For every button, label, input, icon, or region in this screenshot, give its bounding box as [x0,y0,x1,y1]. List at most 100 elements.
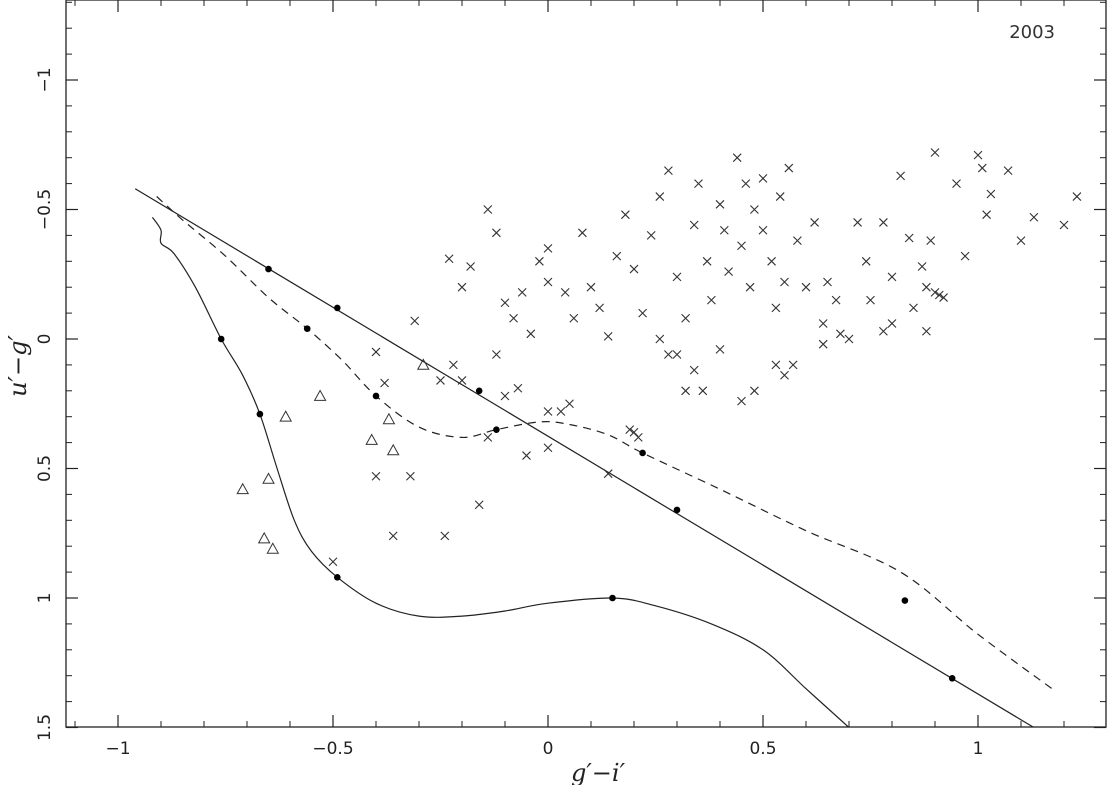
cross-point [603,469,613,479]
cross-point [449,360,458,370]
cross-point [522,451,531,460]
cross-point [715,344,725,354]
cross-point [492,228,501,238]
cross-point [694,179,703,188]
cross-point [973,150,983,160]
cross-point [823,277,832,287]
cross-points [328,148,1082,567]
curve-marker [639,449,646,457]
cross-point [887,319,897,328]
cross-point [784,163,794,173]
cross-point [896,171,905,181]
x-tick-label: 0 [543,739,554,759]
x-tick-label: −1 [105,739,130,759]
cross-point [586,282,596,292]
cross-point [719,225,729,235]
cross-point [509,313,518,323]
cross-point [879,326,888,336]
cross-point [818,319,828,328]
cross-point [930,287,940,297]
cross-point [664,166,673,176]
cross-point [457,376,467,385]
triangle-point [416,358,430,370]
x-tick-label: 0.5 [749,739,776,759]
curve-marker [609,594,616,602]
curve-marker [334,304,341,312]
cross-point [466,262,475,271]
cross-point [780,370,789,380]
curve-marker [901,597,909,604]
triangle-point [279,410,293,422]
cross-point [745,282,755,292]
triangle-point [266,542,280,554]
cross-point [939,293,948,302]
cross-point [612,251,622,261]
cross-point [952,179,961,188]
cross-point [444,254,454,264]
cross-point [569,313,579,323]
axis-tick-labels: −1 −0.5 0 0.5 1 −1 −0.5 0 0.5 1 1.5 [35,67,983,759]
curve-1 [134,188,1035,727]
cross-point [977,163,987,173]
curve-marker [303,325,311,332]
cross-point [483,205,493,214]
cross-point [1059,220,1069,230]
cross-point [904,233,914,243]
cross-point [655,192,665,201]
cross-point [388,531,398,541]
cross-point [758,225,768,235]
curve-marker [256,410,264,418]
curve-marker [217,335,225,343]
cross-point [801,282,811,292]
triangle-point [236,482,250,495]
cross-point [724,267,733,277]
cross-point [836,329,845,339]
cross-point [371,347,381,357]
axis-ticks [66,0,1106,729]
cross-point [775,192,785,201]
cross-point [483,433,493,442]
plot-frame [65,0,1107,728]
cross-point [543,243,553,253]
cross-point [758,174,768,183]
cross-point [1016,236,1026,245]
cross-point [960,251,970,261]
cross-point [698,386,708,396]
cross-point [655,334,665,344]
cross-point [909,303,918,313]
cross-point [934,290,944,300]
cross-point [664,350,673,359]
curve-marker [372,392,380,400]
cross-point [750,205,759,214]
cross-point [371,471,381,481]
y-tick-label: −0.5 [35,189,55,230]
x-tick-label: −0.5 [312,739,353,759]
cross-point [982,210,991,220]
cross-point [633,433,643,442]
triangle-point [262,472,275,484]
cross-point [517,287,527,297]
cross-point [831,295,841,305]
cross-point [410,316,420,326]
y-axis-label: u′−g′ [4,335,32,397]
curve-markers [217,265,956,682]
cross-point [866,295,875,305]
cross-point [543,443,553,453]
cross-point [917,262,927,271]
cross-point [492,350,501,359]
cross-point [500,391,510,401]
cross-point [513,383,523,393]
cross-point [621,210,630,220]
year-label: 2003 [1009,22,1055,43]
cross-point [535,256,544,266]
cross-point [715,199,725,209]
cross-point [526,329,536,339]
cross-point [861,256,871,266]
curve-marker [673,506,681,514]
y-tick-label: 0 [35,334,55,345]
x-tick-label: 1 [973,739,984,759]
triangle-points [236,358,430,554]
cross-point [672,350,682,359]
cross-point [853,218,862,227]
curve-marker [948,674,956,682]
